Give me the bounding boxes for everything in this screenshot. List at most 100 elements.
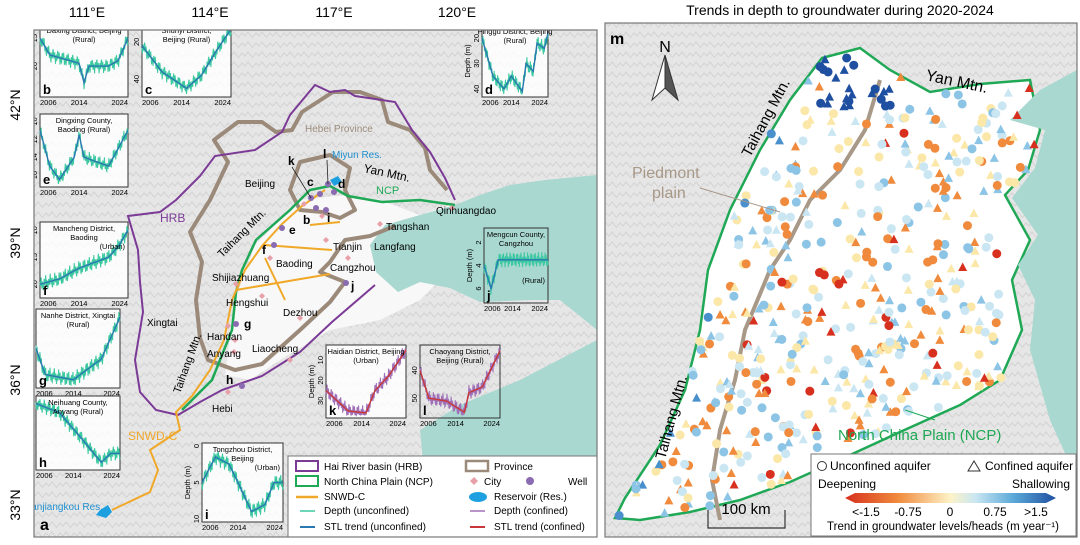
confined-aquifer-marker: [820, 376, 830, 385]
unconfined-aquifer-marker: [997, 101, 1007, 111]
confined-aquifer-marker: [847, 89, 857, 99]
unconfined-aquifer-marker: [974, 156, 984, 166]
confined-aquifer-marker: [900, 139, 910, 148]
stl-trend-series: [35, 316, 121, 381]
inset-xtick: 2006: [326, 419, 343, 428]
unconfined-aquifer-marker: [843, 269, 853, 279]
city-marker: [259, 293, 265, 299]
inset-title: Tongzhou District,: [213, 445, 273, 454]
confined-aquifer-marker: [842, 377, 852, 386]
colorbar-tick: -0.75: [894, 505, 922, 519]
confined-aquifer-marker: [1012, 110, 1022, 119]
unconfined-aquifer-marker: [894, 350, 904, 360]
inset-ytick: 50: [410, 394, 419, 402]
inset-ylabel: Depth (m): [307, 364, 316, 398]
confined-aquifer-marker: [886, 175, 896, 184]
confined-aquifer-marker: [825, 92, 835, 101]
unconfined-aquifer-marker: [962, 376, 972, 386]
unconfined-aquifer-marker: [716, 384, 726, 394]
inset-title: Pinggu District, Beijing: [477, 27, 552, 36]
unconfined-aquifer-marker: [901, 147, 911, 157]
inset-chart-h: Neihuang County,Anyang (Rural) h Depth (m)…: [34, 395, 121, 480]
inset-title: Daxing District, Beijing: [46, 26, 121, 35]
confined-aquifer-marker: [706, 331, 716, 340]
confined-aquifer-marker: [726, 468, 736, 478]
confined-aquifer-marker: [952, 276, 962, 286]
unconfined-aquifer-marker: [708, 471, 718, 481]
inset-xtick: 2024: [111, 188, 128, 197]
unconfined-aquifer-marker: [855, 179, 865, 189]
unconfined-aquifer-marker: [812, 443, 822, 453]
unconfined-aquifer-marker: [899, 128, 909, 138]
legend-well: Well: [568, 477, 587, 488]
stl-trend-series: [35, 402, 120, 464]
unconfined-aquifer-marker: [770, 413, 780, 423]
well-letter: i: [327, 211, 330, 225]
unconfined-aquifer-marker: [737, 405, 747, 415]
bohai-sea: [1010, 70, 1077, 480]
unconfined-aquifer-marker: [845, 428, 855, 438]
well-letter: k: [288, 154, 295, 168]
confined-aquifer-marker: [979, 186, 989, 195]
confined-aquifer-marker: [975, 316, 985, 326]
confined-aquifer-marker: [814, 82, 824, 91]
unconfined-aquifer-marker: [791, 309, 801, 319]
unconfined-aquifer-marker: [938, 250, 948, 260]
stl-trend-series: [141, 30, 232, 90]
unconfined-aquifer-marker: [931, 114, 941, 124]
unconfined-aquifer-marker: [766, 281, 776, 291]
confined-aquifer-marker: [726, 386, 736, 395]
unconfined-aquifer-marker: [791, 428, 801, 438]
inset-ytick: 4: [474, 263, 483, 267]
inset-chart-d: Pinggu District, Beijing(Rural) d Depth (m…: [463, 27, 553, 107]
unconfined-aquifer-marker: [729, 291, 739, 301]
unconfined-aquifer-marker: [696, 345, 706, 355]
unconfined-aquifer-marker: [680, 459, 690, 469]
well-letter: c: [307, 175, 314, 189]
stl-trend-series: [483, 259, 548, 292]
unconfined-aquifer-marker: [781, 449, 791, 459]
unconfined-aquifer-marker: [788, 274, 798, 284]
unconfined-aquifer-marker: [981, 132, 991, 142]
unconfined-aquifer-marker: [886, 224, 896, 234]
unconfined-aquifer-marker: [996, 373, 1006, 383]
confined-aquifer-marker: [715, 378, 725, 387]
confined-aquifer-marker: [904, 159, 914, 168]
unconfined-aquifer-marker: [805, 386, 815, 396]
unconfined-aquifer-marker: [974, 350, 984, 360]
unconfined-aquifer-marker: [651, 466, 661, 476]
unconfined-aquifer-marker: [973, 125, 983, 135]
confined-aquifer-marker: [815, 313, 825, 322]
unconfined-aquifer-marker: [787, 349, 797, 359]
city-label: Liaocheng: [252, 344, 298, 355]
city-label: Dezhou: [283, 308, 317, 319]
inset-xtick: 2014: [65, 389, 82, 398]
unconfined-aquifer-marker: [760, 167, 770, 177]
inset-xtick: 2024: [103, 389, 120, 398]
confined-aquifer-marker: [781, 240, 791, 250]
lat-tick: 42°N: [7, 89, 23, 120]
unconfined-aquifer-marker: [874, 182, 884, 192]
depth-series: [39, 127, 129, 185]
city-marker: [345, 255, 351, 261]
inset-subtitle: Beijing: [231, 454, 254, 463]
inset-chart-l: Chaoyang District,Beijing (Rural) l 40 50 20…: [410, 344, 501, 428]
confined-aquifer-marker: [728, 446, 738, 455]
inset-chart-i: Tongzhou District,Beijing(Urban) i Depth (…: [183, 442, 284, 532]
confined-aquifer-marker: [879, 86, 889, 96]
inset-xtick: 2014: [447, 419, 464, 428]
inset-letter: j: [486, 288, 491, 303]
unconfined-aquifer-marker: [741, 259, 751, 269]
confined-aquifer-marker: [1029, 139, 1039, 149]
city-label: Xingtai: [147, 318, 178, 329]
inset-subtitle: Baoding: [70, 233, 98, 242]
confined-aquifer-marker: [937, 119, 947, 128]
unconfined-aquifer-marker: [784, 428, 794, 438]
confined-aquifer-marker: [925, 106, 935, 115]
confined-aquifer-marker: [751, 437, 761, 446]
well-marker: [239, 383, 245, 389]
legend-stl-unconfined: STL trend (unconfined): [324, 522, 426, 533]
confined-aquifer-marker: [683, 477, 693, 487]
inset-ytick: 40: [472, 85, 481, 93]
